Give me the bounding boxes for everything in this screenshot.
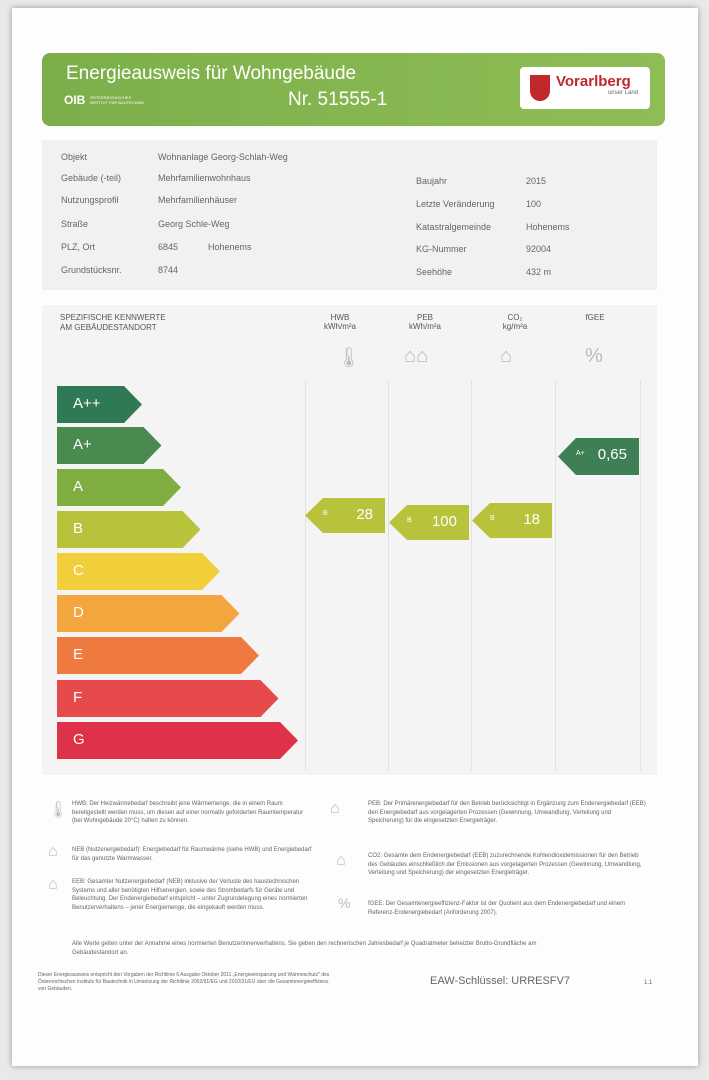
fraction-icon: % (338, 895, 351, 911)
info-value: Georg Schle-Weg (158, 219, 230, 229)
info-label: KG-Nummer (416, 244, 467, 254)
column-name: fGEE (585, 313, 605, 322)
energy-class-bar-aplusplus: A++ (57, 386, 142, 423)
marker-class: B (323, 510, 328, 517)
marker-value: 28 (356, 506, 373, 523)
column-peb: PEB kWh/m²a (400, 313, 450, 331)
certificate-number: Nr. 51555-1 (288, 89, 388, 110)
column-unit: kg/m²a (502, 322, 528, 331)
energy-class-bar-f: F (57, 680, 279, 717)
footnote-eeb: EEB: Gesamter Nutzenergiebedarf (NEB) in… (72, 879, 308, 911)
marker-value: 100 (431, 513, 457, 530)
footnote-hwb: HWB: Der Heizwärmebedarf beschreibt jene… (72, 801, 304, 824)
column-divider (471, 380, 472, 770)
info-value: Hohenems (526, 222, 570, 232)
coat-of-arms-icon (530, 75, 550, 101)
house-cloud-icon: ⌂ (500, 345, 513, 367)
info-label: Gebäude (-teil) (61, 173, 122, 183)
info-label: Baujahr (416, 176, 448, 186)
house-cloud-icon: ⌂ (336, 852, 346, 869)
column-divider (305, 380, 306, 770)
info-value: 92004 (526, 244, 552, 254)
marker-value: 18 (523, 511, 540, 528)
footnote-all-values: Alle Werte gelten unter der Annahme eine… (72, 941, 537, 956)
info-value: 100 (526, 199, 542, 209)
thermometer-icon: 🌡 (336, 347, 362, 369)
fraction-icon: % (585, 345, 603, 367)
co2-value-marker: B 18 (472, 503, 552, 538)
certificate-header: Energieausweis für Wohngebäude Nr. 51555… (42, 53, 665, 126)
energy-class-bar-d: D (57, 595, 240, 632)
info-label: Objekt (61, 152, 88, 162)
marker-class: B (490, 515, 495, 522)
column-name: CO₂ (507, 313, 523, 322)
marker-value: 0,65 (597, 446, 627, 463)
kennwerte-title: SPEZIFISCHE KENNWERTE AM GEBÄUDESTANDORT (60, 313, 166, 333)
fgee-value-marker: A+ 0,65 (558, 438, 639, 475)
marker-class: B (407, 517, 412, 524)
column-unit: kWh/m²a (324, 322, 356, 331)
info-label: Nutzungsprofil (61, 195, 119, 205)
vorarlberg-logo: Vorarlberg unser Land (520, 67, 650, 109)
column-name: HWB (330, 313, 350, 322)
info-label: Grundstücksnr. (61, 265, 122, 275)
peb-value-marker: B 100 (389, 505, 469, 540)
page-number: 1.1 (644, 980, 653, 986)
kennwerte-title-line2: AM GEBÄUDESTANDORT (60, 323, 157, 332)
footnote-peb: PEB: Der Primärenergiebedarf für den Bet… (368, 801, 646, 824)
energy-class-bar-g: G (57, 722, 298, 759)
eaw-key: EAW-Schlüssel: URRESFV7 (430, 975, 570, 987)
house-icon: ⌂ (48, 843, 58, 860)
column-co2: CO₂ kg/m²a (490, 313, 540, 331)
info-value: Hohenems (208, 242, 252, 252)
info-label: Katastralgemeinde (416, 222, 492, 232)
building-info: Objekt Wohnanlage Georg-Schlah-Weg Gebäu… (42, 140, 657, 290)
info-value: 6845 (158, 242, 179, 252)
oib-logo: OIB (64, 93, 86, 107)
house-factory-icon: ⌂⌂ (404, 345, 429, 367)
info-value: 2015 (526, 176, 547, 186)
column-fgee: fGEE (570, 313, 620, 322)
footnote-fgee: fGEE: Der Gesamtenergieeffizienz-Faktor … (368, 901, 626, 916)
oib-logo-subtitle: ÖSTERREICHISCHES INSTITUT FÜR BAUTECHNIK (90, 95, 145, 105)
legal-note: Dieser Energieausweis entspricht den Vor… (38, 972, 330, 992)
footnote-co2: CO2: Gesamte dem Endenergiebedarf (EEB) … (368, 853, 642, 876)
kennwerte-title-line1: SPEZIFISCHE KENNWERTE (60, 313, 166, 322)
info-label: Straße (61, 219, 89, 229)
hwb-value-marker: B 28 (305, 498, 385, 533)
energy-class-bar-c: C (57, 553, 220, 590)
info-label: PLZ, Ort (61, 242, 96, 252)
house-factory-icon: ⌂ (330, 800, 340, 817)
info-value: Mehrfamilienhäuser (158, 195, 238, 205)
column-hwb: HWB kWh/m²a (315, 313, 365, 331)
energy-class-bar-b: B (57, 511, 201, 548)
info-value: Mehrfamilienwohnhaus (158, 173, 251, 183)
info-value: 8744 (158, 265, 179, 275)
energy-class-bar-a: A (57, 469, 181, 506)
column-divider (555, 380, 556, 770)
energy-class-bar-aplus: A+ (57, 427, 162, 464)
info-label: Seehöhe (416, 267, 453, 277)
column-name: PEB (416, 313, 433, 322)
house-icon: ⌂ (48, 876, 58, 893)
logo-subtext: unser Land (607, 90, 638, 96)
info-value: 432 m (526, 267, 552, 277)
thermometer-icon: 🌡 (48, 802, 69, 819)
info-value: Wohnanlage Georg-Schlah-Weg (158, 152, 288, 162)
column-divider (388, 380, 389, 770)
marker-class: A+ (576, 450, 585, 457)
column-unit: kWh/m²a (409, 322, 441, 331)
info-label: Letzte Veränderung (416, 199, 495, 209)
column-divider (640, 380, 641, 770)
logo-text: Vorarlberg (556, 73, 631, 90)
footnote-neb: NEB (Nutzenergiebedarf): Energiebedarf f… (72, 847, 312, 862)
certificate-title: Energieausweis für Wohngebäude (66, 63, 357, 84)
energy-class-bar-e: E (57, 637, 259, 674)
